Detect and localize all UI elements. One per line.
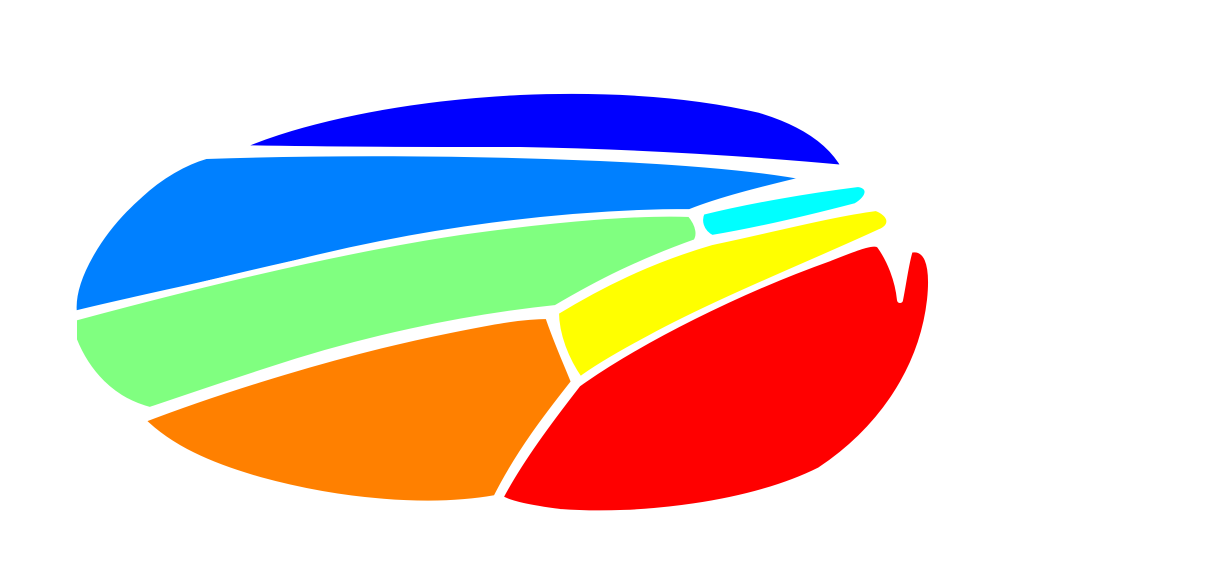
- segment-cyan: [697, 181, 871, 241]
- segment-red: [497, 240, 934, 517]
- segment-orange: [139, 313, 577, 507]
- segment-light-green: [71, 210, 702, 413]
- segment-dark-blue: [233, 87, 848, 171]
